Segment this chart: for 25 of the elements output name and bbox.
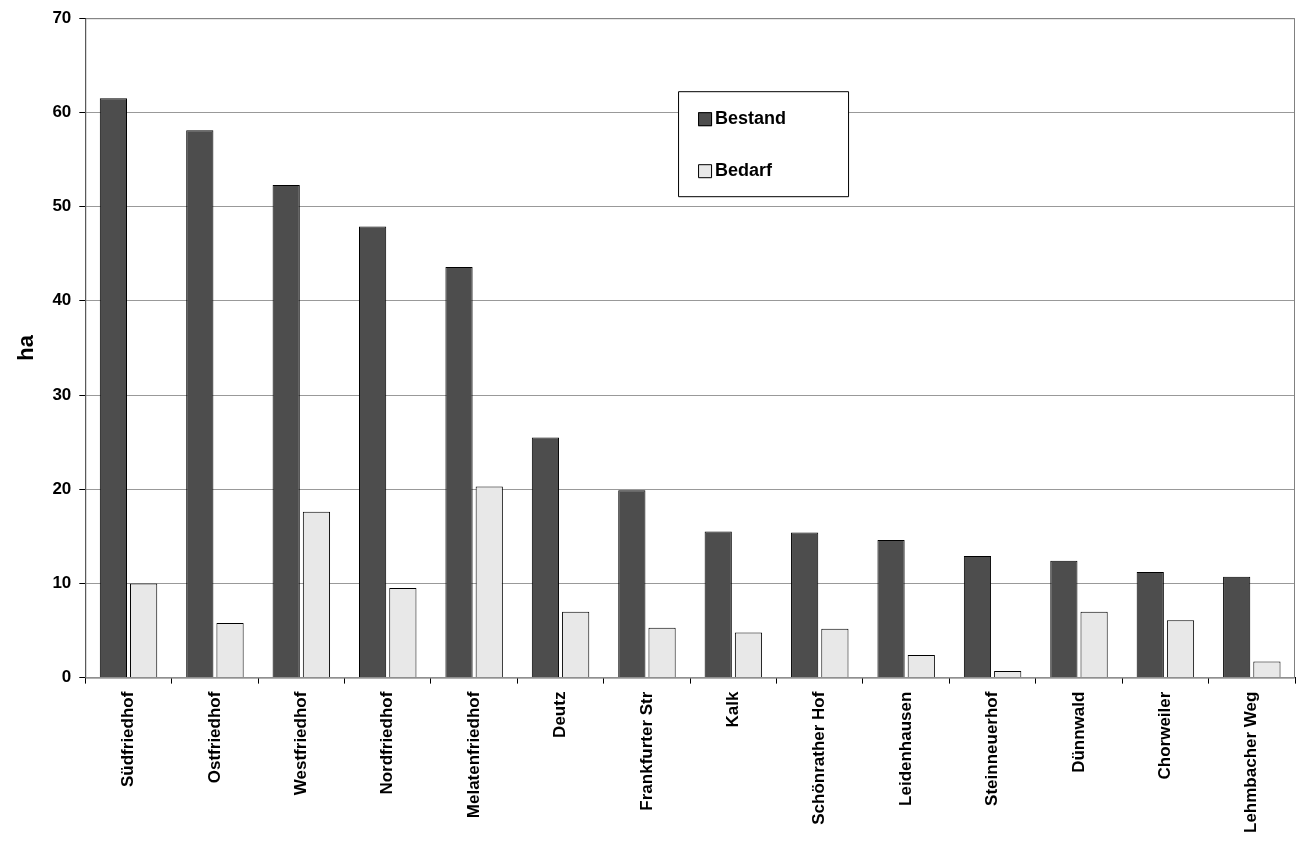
y-tick-label: 70	[52, 7, 72, 27]
y-tick-label: 20	[52, 478, 72, 498]
x-tick-label: Südfriedhof	[118, 691, 138, 787]
x-tick-label: Kalk	[723, 691, 743, 728]
x-tick-label: Melatenfriedhof	[463, 691, 483, 819]
y-tick-label: 60	[52, 102, 72, 122]
y-tick-label: 0	[61, 667, 72, 687]
legend-label: Bedarf	[715, 160, 774, 181]
x-tick-label: Frankfurter Str	[636, 691, 656, 811]
x-tick-label: Steinneuerhof	[982, 691, 1002, 806]
x-tick-label: Chorweiler	[1155, 691, 1175, 780]
x-tick-label: Dünnwald	[1068, 691, 1088, 773]
y-axis-title: ha	[13, 334, 39, 361]
x-tick-label: Schönrather Hof	[809, 691, 829, 825]
x-tick-label: Ostfriedhof	[204, 691, 224, 784]
y-tick-label: 10	[52, 573, 72, 593]
x-tick-label: Nordfriedhof	[377, 691, 397, 795]
x-tick-label: Westfriedhof	[291, 691, 311, 796]
y-tick-label: 30	[52, 384, 72, 404]
x-tick-label: Leidenhausen	[895, 691, 915, 806]
y-tick-label: 50	[52, 196, 72, 216]
y-tick-label: 40	[52, 290, 72, 310]
x-tick-label: Deutz	[550, 691, 570, 738]
x-tick-label: Lehmbacher Weg	[1241, 691, 1261, 833]
legend-label: Bestand	[715, 108, 787, 129]
